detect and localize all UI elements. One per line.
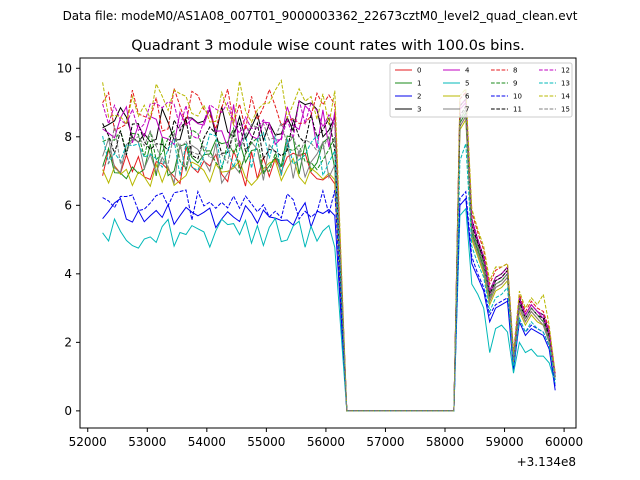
series-line-8 bbox=[102, 87, 556, 412]
y-tick-label: 4 bbox=[64, 267, 72, 281]
legend-label-15: 15 bbox=[561, 106, 570, 114]
y-tick-label: 6 bbox=[64, 198, 72, 212]
chart-title: Quadrant 3 module wise count rates with … bbox=[131, 38, 525, 54]
legend-label-3: 3 bbox=[417, 106, 421, 114]
legend-label-0: 0 bbox=[417, 67, 421, 75]
legend-label-4: 4 bbox=[465, 67, 470, 75]
legend-label-11: 11 bbox=[513, 106, 522, 114]
legend-label-7: 7 bbox=[465, 106, 469, 114]
series-line-15 bbox=[102, 107, 556, 412]
legend-label-8: 8 bbox=[513, 67, 517, 75]
series-line-7 bbox=[102, 114, 556, 412]
x-tick-label: 57000 bbox=[366, 435, 404, 449]
x-tick-label: 59000 bbox=[485, 435, 523, 449]
series-line-10 bbox=[102, 188, 556, 412]
series-line-9 bbox=[102, 107, 556, 412]
series-line-5 bbox=[102, 207, 556, 412]
legend-frame bbox=[389, 62, 573, 118]
y-axis-ticks: 0 2 4 6 8 10 bbox=[57, 61, 80, 418]
series-line-13 bbox=[102, 131, 556, 412]
series-line-0 bbox=[102, 114, 556, 412]
legend-label-1: 1 bbox=[417, 80, 421, 88]
plot-area bbox=[79, 57, 577, 429]
legend-label-6: 6 bbox=[465, 93, 470, 101]
series-line-12 bbox=[102, 97, 556, 412]
legend-label-2: 2 bbox=[417, 93, 421, 101]
x-tick-label: 55000 bbox=[247, 435, 285, 449]
series-line-1 bbox=[102, 111, 556, 412]
x-offset-label: +3.134e8 bbox=[517, 455, 576, 469]
legend-label-12: 12 bbox=[561, 67, 570, 75]
axes-frame bbox=[79, 57, 577, 429]
x-tick-label: 58000 bbox=[426, 435, 464, 449]
y-tick-label: 8 bbox=[64, 130, 72, 144]
y-tick-label: 10 bbox=[57, 61, 72, 75]
series-line-14 bbox=[102, 78, 556, 412]
legend-label-13: 13 bbox=[561, 80, 570, 88]
x-tick-label: 52000 bbox=[69, 435, 107, 449]
x-tick-label: 56000 bbox=[307, 435, 345, 449]
series-lines bbox=[102, 78, 556, 412]
series-line-2 bbox=[102, 197, 556, 412]
x-tick-label: 53000 bbox=[128, 435, 166, 449]
x-tick-label: 54000 bbox=[188, 435, 226, 449]
legend-label-14: 14 bbox=[561, 93, 570, 101]
legend-label-10: 10 bbox=[513, 93, 522, 101]
legend-label-9: 9 bbox=[513, 80, 517, 88]
x-axis-ticks: 52000 53000 54000 55000 56000 57000 58000 59000… bbox=[69, 428, 583, 449]
series-line-6 bbox=[102, 117, 556, 412]
y-tick-label: 2 bbox=[64, 335, 72, 349]
x-tick-label: 60000 bbox=[545, 435, 583, 449]
chart-suptitle: Data file: modeM0/AS1A08_007T01_90000033… bbox=[63, 9, 578, 23]
series-line-11 bbox=[102, 104, 556, 412]
legend-label-5: 5 bbox=[465, 80, 469, 88]
y-tick-label: 0 bbox=[64, 404, 72, 418]
